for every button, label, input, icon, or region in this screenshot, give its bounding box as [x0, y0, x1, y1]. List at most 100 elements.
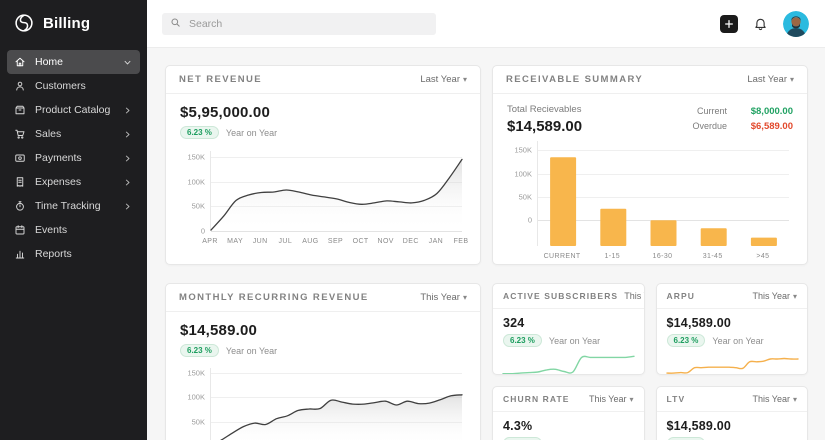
yoy-label: Year on Year	[549, 439, 600, 440]
arpu-spark	[665, 352, 799, 374]
receivables-chart: 150K 100K 50K 0 CURRENT 1-15 16-30 31-45 >45	[507, 141, 793, 264]
sidebar-item-product-catalog[interactable]: Product Catalog	[7, 98, 140, 122]
bar->45	[750, 237, 777, 246]
notifications-bell-icon[interactable]	[753, 16, 768, 31]
main-area: NET REVENUE Last Year $5,95,000.00 6.23 …	[147, 0, 825, 440]
sidebar-item-label: Reports	[35, 248, 72, 260]
period-select-mrr[interactable]: This Year	[420, 292, 467, 303]
sidebar-item-sales[interactable]: Sales	[7, 122, 140, 146]
period-select-net-revenue[interactable]: Last Year	[420, 74, 467, 85]
yoy-label: Year on Year	[548, 335, 601, 346]
yoy-label: Year on Year	[712, 335, 764, 346]
card-title: NET REVENUE	[179, 74, 262, 85]
sidebar-item-customers[interactable]: Customers	[7, 74, 140, 98]
card-header: MONTHLY RECURRING REVENUE This Year	[166, 284, 480, 312]
catalog-icon	[14, 104, 26, 116]
net-revenue-chart: 150K 100K 50K 0 APR MAY JUN JUL AUG SEP OCT NOV DEC J…	[180, 151, 468, 249]
yoy-label: Year on Year	[225, 127, 278, 138]
current-value: $8,000.00	[750, 106, 793, 117]
x-tick-label: >45	[756, 253, 770, 260]
chevron-right-icon	[123, 178, 132, 187]
period-select-ltv[interactable]: This Year	[752, 394, 797, 404]
x-tick-label: 31-45	[702, 253, 723, 260]
period-select-subscribers[interactable]: This Year	[624, 291, 643, 301]
x-tick-label: MAY	[227, 238, 244, 245]
x-tick-label: CURRENT	[543, 253, 581, 260]
card-header: NET REVENUE Last Year	[166, 66, 480, 94]
sidebar-item-label: Home	[35, 56, 64, 68]
card-active-subscribers: ACTIVE SUBSCRIBERS This Year 324 6.23 % …	[492, 283, 645, 375]
customers-icon	[14, 80, 26, 92]
sidebar-item-label: Expenses	[35, 176, 82, 188]
card-mrr: MONTHLY RECURRING REVENUE This Year $14,…	[165, 283, 481, 440]
growth-badge: 6.23 %	[503, 334, 542, 347]
topbar	[147, 0, 825, 48]
sidebar: Billing Home Customers Product Catalog Sale…	[0, 0, 147, 440]
x-tick-label: NOV	[377, 238, 394, 245]
row-2: MONTHLY RECURRING REVENUE This Year $14,…	[165, 283, 808, 440]
y-tick-label: 100K	[187, 177, 205, 187]
sidebar-item-expenses[interactable]: Expenses	[7, 170, 140, 194]
search-box[interactable]	[162, 12, 436, 35]
y-tick-label: 150K	[187, 368, 205, 378]
calendar-icon	[14, 224, 26, 236]
chevron-right-icon	[123, 106, 132, 115]
sidebar-item-label: Events	[35, 224, 68, 236]
card-title: ACTIVE SUBSCRIBERS	[503, 291, 619, 301]
chevron-right-icon	[123, 130, 132, 139]
sidebar-item-label: Time Tracking	[35, 200, 101, 212]
plus-icon	[725, 19, 733, 28]
brand-name: Billing	[43, 14, 91, 32]
x-tick-label: 16-30	[652, 253, 673, 260]
card-churn-rate: CHURN RATE This Year 4.3% 6.23 % Year on…	[492, 386, 645, 440]
y-tick-label: 50K	[518, 192, 532, 202]
churn-rate-value: 4.3%	[503, 419, 533, 433]
search-input[interactable]	[187, 16, 428, 31]
growth-badge: 6.23 %	[666, 334, 706, 347]
arpu-value: $14,589.00	[666, 316, 732, 330]
x-tick-label: JAN	[428, 238, 444, 245]
y-tick-label: 150K	[514, 145, 532, 155]
cart-icon	[14, 128, 26, 140]
card-arpu: ARPU This Year $14,589.00 6.23 % Year on…	[655, 283, 808, 375]
sidebar-item-label: Customers	[35, 80, 86, 92]
total-receivables-value: $14,589.00	[507, 118, 583, 135]
payments-icon	[14, 152, 26, 164]
chevron-down-icon	[123, 58, 132, 67]
chevron-right-icon	[123, 202, 132, 211]
card-title: MONTHLY RECURRING REVENUE	[179, 292, 369, 303]
bar-current	[550, 157, 577, 246]
y-tick-label: 50K	[191, 417, 205, 427]
growth-badge: 6.23 %	[180, 344, 219, 357]
dashboard-content: NET REVENUE Last Year $5,95,000.00 6.23 …	[147, 48, 825, 440]
sidebar-item-time-tracking[interactable]: Time Tracking	[7, 194, 140, 218]
brand: Billing	[0, 0, 147, 48]
y-tick-label: 150K	[187, 152, 205, 162]
home-icon	[14, 56, 26, 68]
topbar-actions	[720, 10, 809, 37]
search-icon	[170, 15, 181, 33]
card-ltv: LTV This Year $14,589.00 6.23 % Year on …	[655, 386, 808, 440]
sidebar-item-label: Product Catalog	[35, 104, 111, 116]
bar-1-15	[600, 208, 627, 246]
ltv-value: $14,589.00	[666, 419, 732, 433]
sidebar-item-reports[interactable]: Reports	[7, 242, 140, 266]
user-avatar[interactable]	[783, 10, 809, 37]
period-select-arpu[interactable]: This Year	[752, 291, 797, 301]
x-tick-label: OCT	[352, 238, 369, 245]
card-title: ARPU	[666, 291, 695, 301]
period-select-receivables[interactable]: Last Year	[747, 74, 794, 85]
card-header: RECEIVABLE SUMMARY Last Year	[493, 66, 807, 94]
subscribers-value: 324	[503, 316, 525, 330]
x-tick-label: DEC	[402, 238, 419, 245]
sidebar-item-events[interactable]: Events	[7, 218, 140, 242]
x-tick-label: AUG	[302, 238, 319, 245]
period-select-churn[interactable]: This Year	[589, 394, 634, 404]
add-button[interactable]	[720, 14, 738, 33]
x-tick-label: JUL	[278, 238, 293, 245]
bar-16-30	[650, 220, 677, 246]
sidebar-item-home[interactable]: Home	[7, 50, 140, 74]
sidebar-item-payments[interactable]: Payments	[7, 146, 140, 170]
